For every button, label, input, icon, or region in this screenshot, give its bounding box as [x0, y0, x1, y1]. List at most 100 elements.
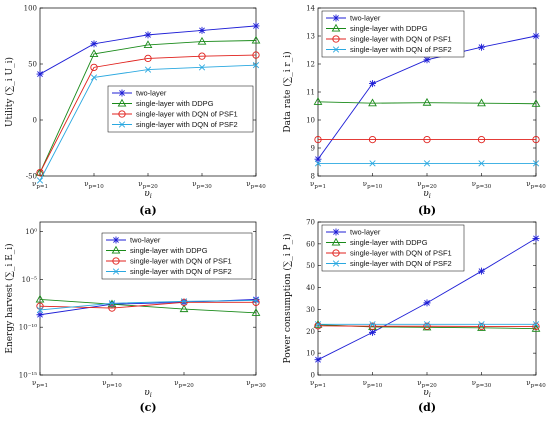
y-tick-label: 0 [33, 117, 37, 125]
data-point [36, 177, 44, 184]
data-point [477, 135, 486, 144]
panel-label: (d) [418, 401, 436, 414]
y-tick-label: 10 [306, 350, 315, 358]
legend-entry: two-layer [350, 228, 381, 237]
data-point [423, 160, 431, 167]
legend-entry: single-layer with DDPG [350, 238, 428, 247]
data-point [36, 70, 44, 78]
x-tick-label: νp=1 [32, 180, 48, 190]
legend-marker [332, 249, 340, 257]
data-point [532, 135, 540, 144]
y-tick-label: 50 [306, 262, 315, 270]
legend-marker [111, 245, 121, 254]
data-point [531, 99, 541, 107]
y-axis-label: Power consumption (∑_i P_i) [282, 234, 293, 364]
legend-marker [332, 14, 340, 22]
data-point [108, 300, 116, 307]
y-tick-label: 9 [311, 145, 315, 153]
legend-marker [332, 228, 340, 236]
data-point [368, 322, 377, 330]
data-point [531, 323, 541, 332]
data-point [422, 97, 432, 106]
legend-box [107, 85, 254, 133]
x-tick-label: νp=30 [246, 379, 266, 389]
data-point [423, 321, 431, 328]
y-tick-label: 40 [306, 284, 315, 292]
data-point [423, 322, 431, 330]
y-tick-label: 30 [306, 306, 315, 314]
y-tick-label: 10 [306, 117, 315, 125]
data-point [478, 160, 485, 167]
data-point [144, 31, 152, 39]
data-point [90, 40, 98, 48]
legend-marker [332, 260, 340, 267]
series-line [317, 325, 536, 327]
data-point [423, 299, 431, 307]
data-point [368, 135, 377, 144]
legend-marker [331, 237, 341, 246]
data-point [478, 43, 485, 51]
data-point [143, 40, 153, 49]
y-tick-label: 11 [306, 89, 315, 97]
data-point [369, 160, 376, 167]
x-tick-label: νp=1 [32, 379, 48, 389]
data-point [90, 74, 98, 81]
legend-entry: single-layer with DQN of PSF2 [350, 45, 452, 54]
legend-entry: single-layer with DQN of PSF1 [350, 35, 452, 44]
y-tick-label: 100 [24, 5, 37, 13]
data-point [180, 298, 188, 306]
legend-entry: two-layer [130, 236, 161, 245]
y-tick-label: 10⁻¹⁰ [19, 324, 37, 332]
data-point [477, 323, 486, 331]
data-point [532, 322, 540, 331]
x-tick-label: νp=40 [526, 180, 546, 190]
y-tick-label: 8 [311, 173, 315, 181]
data-point [90, 63, 98, 72]
y-axis-label: Utility (∑_i U_i) [4, 57, 15, 127]
legend-marker [112, 268, 120, 275]
y-tick-label: -50 [26, 173, 37, 181]
legend-marker [118, 121, 126, 128]
y-tick-label: 0 [311, 372, 315, 380]
x-tick-label: νp=1 [310, 379, 326, 389]
data-point [532, 234, 540, 242]
x-axis-label: υi [423, 189, 431, 200]
series-line [39, 40, 257, 173]
data-point [314, 356, 322, 364]
data-point [144, 54, 152, 63]
data-point [89, 49, 99, 57]
legend-marker [112, 257, 120, 265]
x-tick-label: νp=20 [174, 379, 194, 389]
x-tick-label: νp=30 [472, 379, 492, 389]
x-axis-label: υi [144, 388, 152, 399]
legend-entry: two-layer [136, 89, 167, 98]
y-tick-label: 60 [306, 240, 315, 248]
chart-panel-2: 8 9 10 11 12 13 14 νp=1 νp=10 νp=20 νp=30 νp=40 υi Da… [282, 5, 546, 218]
data-point [369, 80, 376, 88]
y-tick-label: 70 [306, 219, 315, 227]
panel-label: (a) [139, 204, 157, 217]
data-point [198, 26, 206, 34]
data-point [423, 56, 431, 64]
data-point [198, 64, 206, 71]
y-tick-label: 12 [306, 61, 315, 69]
x-axis-label: υi [423, 388, 431, 399]
y-tick-label: 10⁰ [25, 228, 37, 236]
data-point [477, 322, 486, 331]
y-tick-label: 10⁻¹⁵ [19, 372, 37, 380]
data-point [35, 167, 45, 176]
legend-entry: two-layer [350, 14, 381, 23]
panel-label: (c) [139, 401, 156, 414]
data-point [180, 298, 188, 305]
data-point [313, 97, 323, 105]
x-axis-label: υi [144, 189, 152, 200]
data-point [314, 160, 322, 167]
series-line [39, 299, 257, 311]
legend-marker [118, 110, 126, 118]
legend-marker [118, 89, 126, 97]
legend-box [101, 232, 253, 280]
data-point [478, 267, 485, 275]
